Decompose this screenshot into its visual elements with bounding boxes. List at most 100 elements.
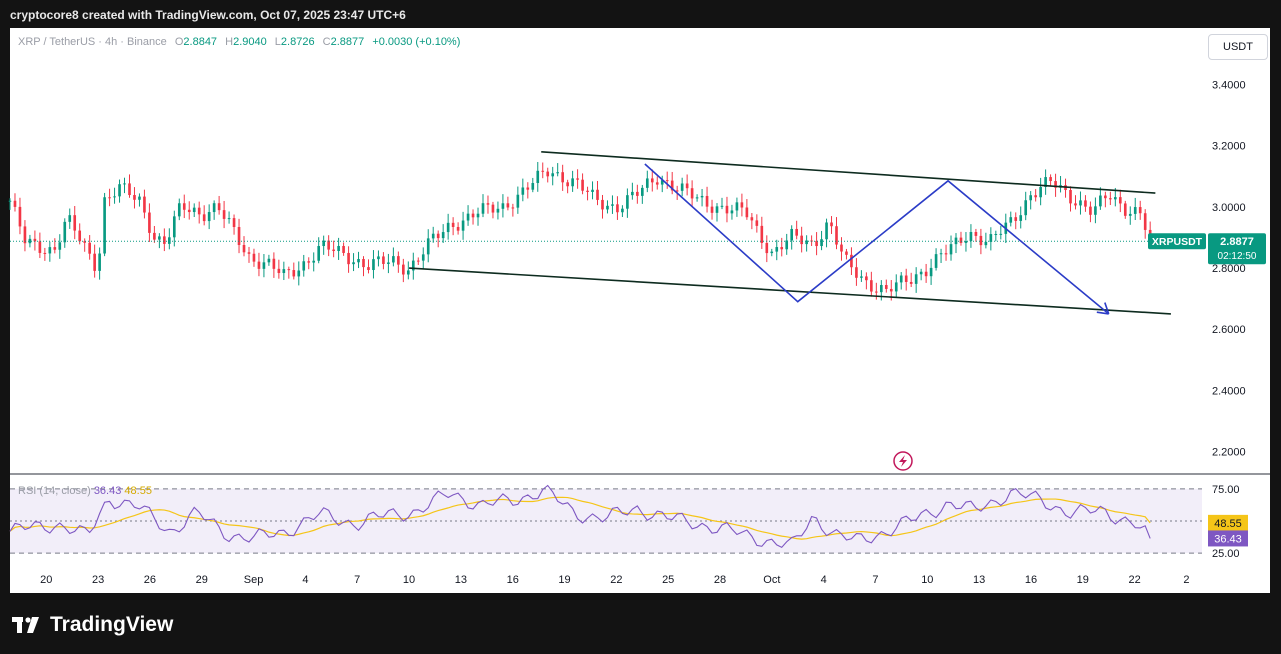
close-value: 2.8877 (330, 36, 365, 48)
candle-body (850, 254, 853, 268)
candle-body (182, 203, 186, 210)
candle-body (1143, 213, 1147, 230)
candle-body (1019, 215, 1023, 221)
time-tick-label: 23 (92, 574, 104, 586)
currency-button[interactable]: USDT (1208, 34, 1268, 60)
candle-body (13, 200, 17, 207)
candle-body (347, 252, 350, 265)
candle-body (636, 191, 639, 196)
candle-body (416, 260, 420, 262)
time-tick-label: 19 (558, 574, 570, 586)
candle-body (491, 204, 495, 213)
candle-body (511, 207, 515, 209)
candle-body (650, 178, 654, 183)
forecast-arrowhead (1096, 311, 1109, 315)
candle-body (402, 264, 405, 275)
candle-body (292, 270, 296, 277)
candle-body (103, 197, 106, 254)
candle-body (904, 275, 908, 282)
candle-body (73, 215, 77, 231)
candle-body (581, 179, 584, 191)
chart-frame[interactable] (10, 28, 1270, 593)
candle-body (471, 213, 475, 218)
candle-body (202, 214, 206, 222)
candle-body (312, 260, 316, 263)
candle-body (1074, 203, 1077, 206)
candle-body (436, 233, 440, 239)
rsi-ma-line (9, 496, 1151, 540)
candle-body (914, 274, 918, 284)
symbol-legend: XRP / TetherUS · 4h · Binance O2.8847 H2… (18, 36, 460, 48)
change-value: +0.0030 (+0.10%) (372, 36, 461, 48)
tradingview-logo-icon (12, 615, 44, 635)
rsi-tick-label: 75.00 (1212, 484, 1240, 496)
candle-body (730, 210, 734, 214)
rsi-ma-badge: 48.55 (1208, 514, 1248, 531)
candle-body (561, 172, 564, 183)
candle-body (461, 220, 465, 231)
candle-body (1128, 213, 1132, 216)
candle-body (720, 205, 724, 207)
candle-body (451, 222, 455, 227)
time-tick-label: 10 (403, 574, 415, 586)
candle-body (1069, 189, 1072, 204)
candle-body (815, 240, 818, 247)
candle-body (501, 203, 505, 209)
candle-body (1118, 197, 1122, 204)
caption-bar: cryptocore8 created with TradingView.com… (0, 0, 1281, 28)
candle-body (934, 254, 938, 268)
candle-body (516, 194, 520, 208)
candle-body (855, 267, 858, 278)
price-badge-bg (1208, 233, 1266, 265)
candle-body (48, 247, 52, 254)
price-tick-label: 2.2000 (1212, 447, 1246, 459)
candle-body (944, 253, 948, 255)
candle-body (1054, 181, 1057, 188)
candle-body (626, 195, 629, 209)
high-value: 2.9040 (233, 36, 267, 48)
candle-body (272, 258, 276, 269)
candle-body (1138, 207, 1142, 214)
candle-body (8, 200, 12, 202)
candle-body (755, 220, 759, 226)
candle-body (83, 241, 87, 243)
price-badge-value: 2.8877 (1220, 236, 1254, 248)
candle-body (1094, 206, 1097, 215)
lightning-icon-bolt (899, 455, 907, 467)
candle-body (1009, 217, 1013, 223)
time-tick-label: 16 (507, 574, 519, 586)
candle-body (1029, 195, 1032, 201)
channel-lower-line (409, 267, 1171, 315)
candle-body (695, 197, 699, 199)
rsi-value-badge: 36.43 (1208, 530, 1248, 547)
time-tick-label: 13 (455, 574, 467, 586)
candle-body (377, 256, 380, 260)
candle-body (571, 178, 574, 187)
lightning-icon (893, 451, 913, 471)
candle-body (431, 233, 435, 239)
candle-body (23, 226, 27, 244)
candle-body (591, 189, 594, 192)
time-tick-label: 22 (1129, 574, 1141, 586)
candle-body (740, 202, 744, 208)
candle-body (411, 260, 415, 271)
candle-body (372, 259, 375, 271)
rsi-legend: RSI (14, close) 36.43 48.55 (18, 485, 152, 497)
candle-body (865, 276, 868, 281)
candle-body (133, 195, 136, 200)
tradingview-brand: TradingView (12, 612, 173, 638)
candle-body (909, 281, 913, 284)
candle-body (870, 280, 873, 292)
drawings-layer: XRPUSDT 2.8877 02:12:50 (10, 150, 1266, 471)
candle-body (232, 218, 236, 228)
time-tick-label: Sep (244, 574, 264, 586)
lightning-icon-ring (893, 451, 913, 471)
candle-body (1039, 186, 1042, 198)
candle-body (113, 196, 116, 198)
candle-body (227, 218, 231, 220)
symbol-title: XRP / TetherUS · 4h · Binance (18, 36, 167, 48)
brand-name: TradingView (50, 613, 174, 636)
time-tick-label: 20 (40, 574, 52, 586)
candle-body (68, 215, 72, 222)
